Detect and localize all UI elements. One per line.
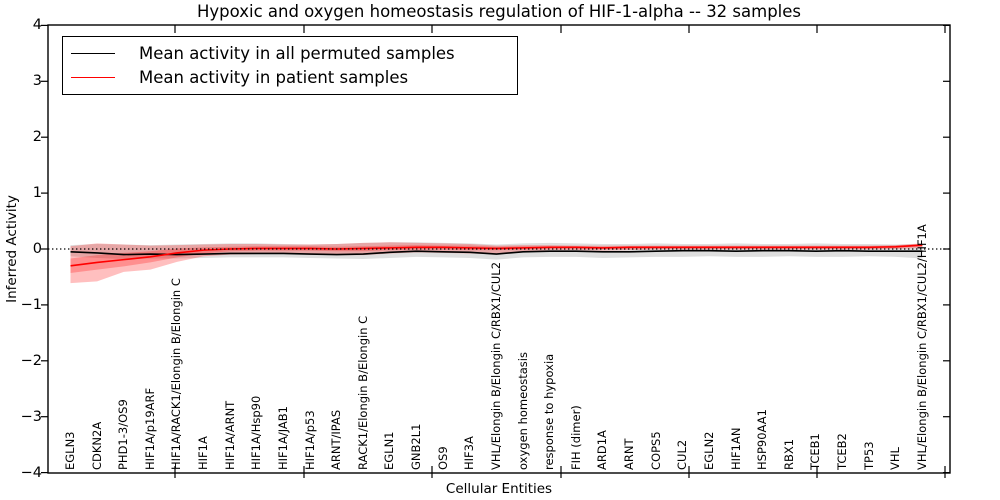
- x-tick-label: ARNT/IPAS: [329, 409, 344, 470]
- y-tick-label: −2: [20, 352, 42, 369]
- legend-item-permuted: Mean activity in all permuted samples: [71, 44, 509, 63]
- x-tick-label: TP53: [861, 441, 876, 470]
- y-tick-label: −4: [20, 464, 42, 481]
- x-tick-label: HIF1A/p19ARF: [142, 387, 157, 470]
- legend-line-black: [71, 53, 115, 54]
- x-tick-label: oxygen homeostasis: [515, 352, 530, 470]
- y-tick-label: −1: [20, 296, 42, 313]
- x-tick-label: HIF1A/RACK1/Elongin B/Elongin C: [169, 278, 184, 470]
- legend-label-patient: Mean activity in patient samples: [139, 68, 409, 87]
- x-tick-label: EGLN1: [382, 431, 397, 470]
- x-tick-label: GNB2L1: [409, 423, 424, 470]
- x-tick-label: PHD1-3/OS9: [116, 399, 131, 470]
- x-tick-label: HSP90AA1: [755, 409, 770, 470]
- y-tick-label: 2: [32, 129, 42, 146]
- x-tick-label: CUL2: [675, 439, 690, 470]
- x-tick-label: ARD1A: [595, 430, 610, 470]
- x-tick-label: VHL/Elongin B/Elongin C/RBX1/CUL2/HIF1A: [914, 224, 929, 470]
- x-tick-label: FIH (dimer): [568, 405, 583, 470]
- x-tick-label: HIF1A/JAB1: [275, 406, 290, 470]
- x-tick-label: HIF1A/Hsp90: [249, 395, 264, 470]
- x-tick-label: HIF1A: [196, 436, 211, 470]
- y-tick-label: 3: [32, 73, 42, 90]
- x-tick-label: RACK1/Elongin B/Elongin C: [355, 315, 370, 470]
- legend-item-patient: Mean activity in patient samples: [71, 68, 509, 87]
- x-tick-label: COPS5: [648, 431, 663, 470]
- x-tick-label: HIF1A/ARNT: [222, 400, 237, 470]
- series-line-permuted: [70, 249, 923, 256]
- legend-line-red: [71, 77, 115, 78]
- x-axis-label: Cellular Entities: [445, 481, 553, 497]
- band-patient-samples-range-outer: [70, 242, 923, 284]
- legend-label-permuted: Mean activity in all permuted samples: [139, 44, 455, 63]
- x-tick-label: VHL: [888, 447, 903, 470]
- x-tick-label: CDKN2A: [89, 421, 104, 470]
- x-tick-label: EGLN2: [701, 431, 716, 470]
- x-tick-label: HIF3A: [462, 436, 477, 470]
- x-tick-label: HIF1AN: [728, 427, 743, 470]
- x-tick-label: ARNT: [622, 438, 637, 471]
- x-tick-label: TCEB1: [808, 433, 823, 470]
- x-tick-label: RBX1: [781, 438, 796, 470]
- chart-title: Hypoxic and oxygen homeostasis regulatio…: [196, 2, 802, 21]
- x-tick-label: OS9: [435, 446, 450, 470]
- x-tick-label: response to hypoxia: [542, 353, 557, 470]
- x-tick-label: VHL/Elongin B/Elongin C/RBX1/CUL2: [488, 261, 503, 470]
- y-tick-label: 4: [32, 17, 42, 34]
- y-tick-label: −3: [20, 408, 42, 425]
- y-tick-label: 0: [32, 241, 42, 257]
- y-tick-label: 1: [32, 185, 42, 202]
- x-tick-label: TCEB2: [834, 433, 849, 470]
- legend: Mean activity in all permuted samples Me…: [62, 36, 518, 95]
- x-tick-label: HIF1A/p53: [302, 410, 317, 470]
- x-tick-label: EGLN3: [63, 431, 77, 470]
